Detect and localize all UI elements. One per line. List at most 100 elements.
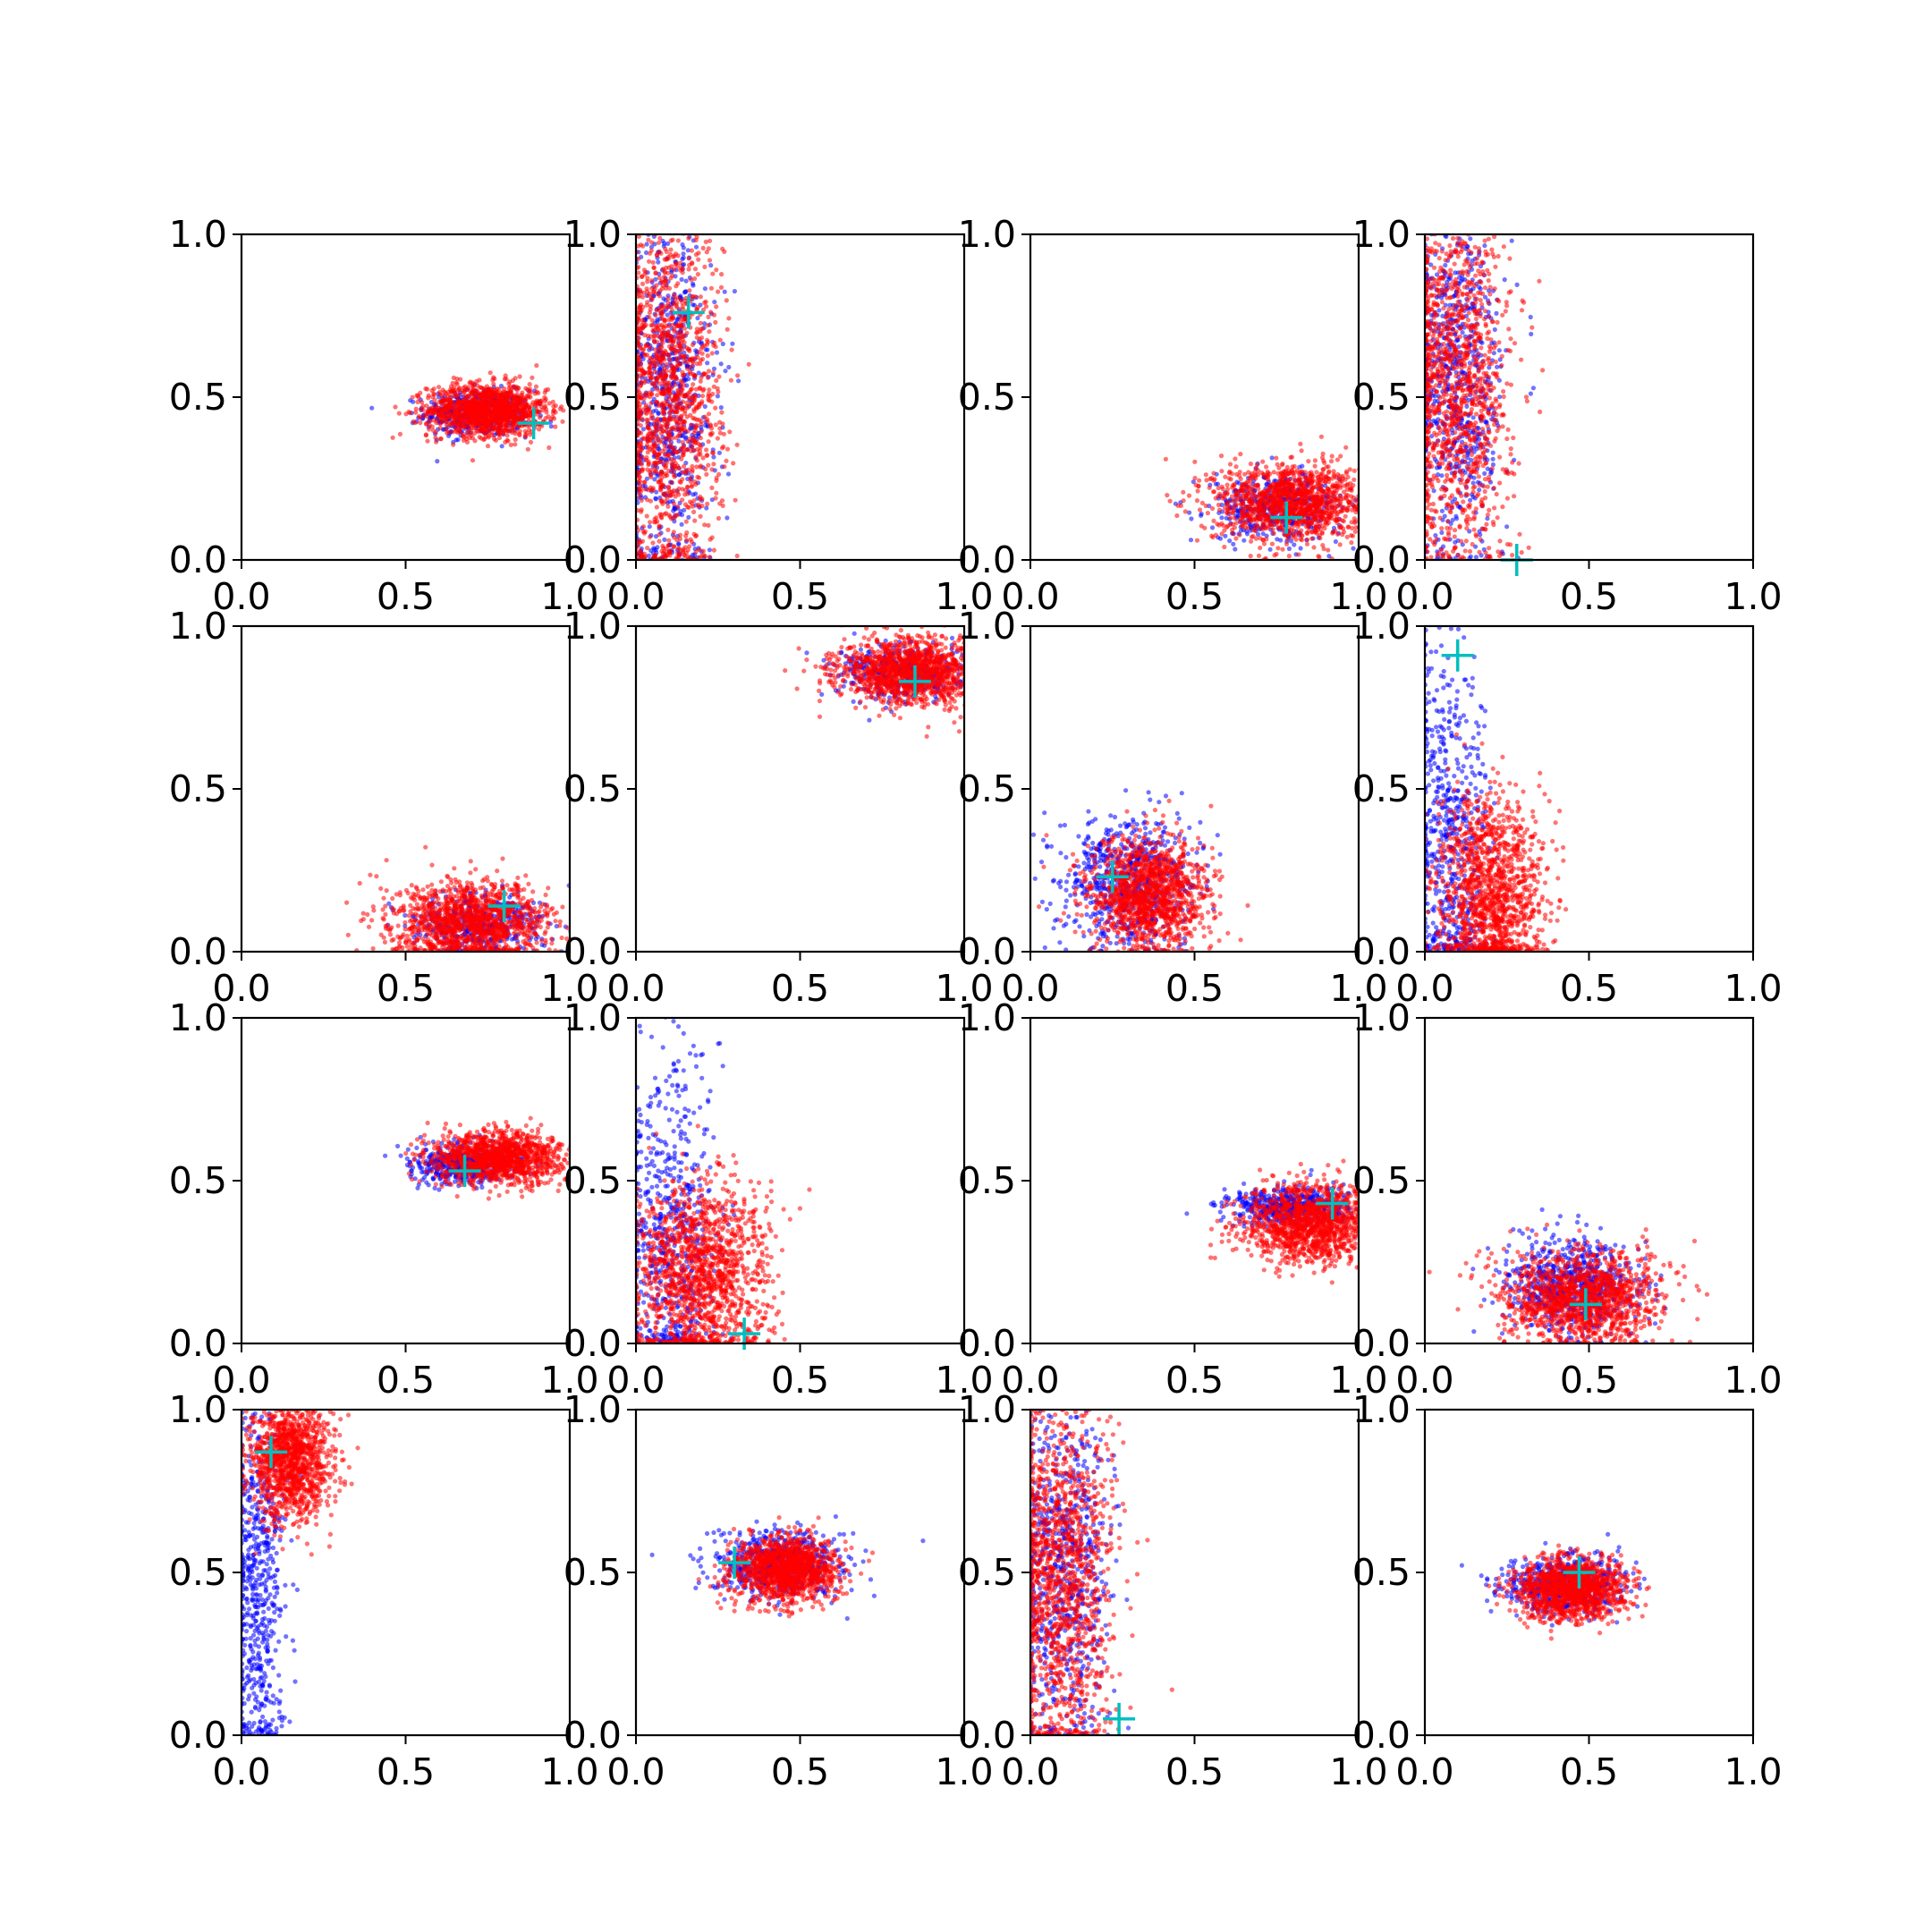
data-point [416,394,421,400]
data-point [698,496,703,502]
data-point [679,414,684,419]
data-point [673,262,678,267]
data-point [1165,493,1170,498]
data-point [534,409,539,414]
data-point [1261,541,1267,547]
data-point [665,496,670,501]
data-point [499,400,504,406]
data-point [694,326,700,332]
marker-cross [517,407,550,440]
data-point [728,377,734,383]
data-point [710,370,716,376]
marker-cross [672,296,705,329]
data-point [712,340,717,345]
data-point [678,532,683,538]
data-point [462,419,468,424]
data-point [491,381,496,386]
data-point [648,303,654,309]
data-point [524,393,530,398]
data-point [694,458,700,463]
data-point [698,294,704,300]
data-point [668,304,674,309]
data-point [413,410,419,415]
data-point [462,407,468,412]
data-point [693,454,699,460]
data-point [643,404,648,410]
data-point [692,267,699,272]
data-point [547,401,552,406]
data-point [676,438,682,444]
data-point [705,501,710,507]
data-point [648,446,653,452]
data-point [698,513,703,519]
data-point [691,302,696,308]
data-point [467,430,472,436]
data-point [393,404,398,410]
data-point [712,300,717,305]
data-point [1222,544,1227,550]
data-point [706,462,711,468]
data-point [647,258,652,264]
data-point [528,439,534,445]
data-point [699,351,705,356]
data-point [710,271,716,276]
data-point [680,497,685,503]
data-point [412,420,418,426]
data-point [638,445,644,450]
data-point [714,304,719,309]
data-point [696,370,701,376]
data-point [637,293,642,299]
data-point [648,244,655,250]
data-point [706,314,711,319]
data-point [652,419,657,424]
data-point [711,312,717,318]
data-point [680,304,685,309]
data-point [1167,498,1173,504]
data-point [663,265,669,271]
data-point [663,246,668,251]
data-point [680,257,685,262]
data-point [720,341,725,347]
data-point [1237,532,1242,538]
data-point [654,324,659,329]
data-point [636,361,640,367]
data-point [716,374,722,379]
data-point [1224,487,1231,492]
data-point [711,384,716,389]
data-point [637,355,642,360]
data-point [657,235,663,241]
data-point [648,248,654,253]
data-point [638,242,644,248]
data-point [696,257,701,262]
data-point [637,402,643,407]
data-point [660,283,665,288]
data-point [637,493,642,498]
data-point [668,456,674,462]
data-point [689,555,694,560]
data-point [463,397,469,402]
data-point [1182,509,1188,514]
data-point [530,375,535,380]
data-point [645,546,650,551]
data-point [665,270,671,275]
data-point [676,547,682,552]
data-point [690,401,695,406]
data-point [641,267,648,273]
data-point [681,463,687,470]
data-point [481,401,487,406]
data-point [717,430,723,436]
data-point [647,291,652,296]
data-point [1299,448,1304,453]
data-point [648,534,653,539]
data-point [438,421,444,427]
data-point [1249,538,1254,544]
data-point [661,275,667,280]
data-point [493,394,498,399]
data-point [533,384,539,389]
data-point [697,386,703,392]
data-point [513,414,518,419]
y-tick-label: 0.0 [564,538,622,581]
data-point [651,357,657,362]
subplot-grid: 0.0 0.5 1.00.00.51.00.0 0.5 1.00.00.51.00.0 0… [169,213,1783,1793]
data-point [671,445,676,451]
